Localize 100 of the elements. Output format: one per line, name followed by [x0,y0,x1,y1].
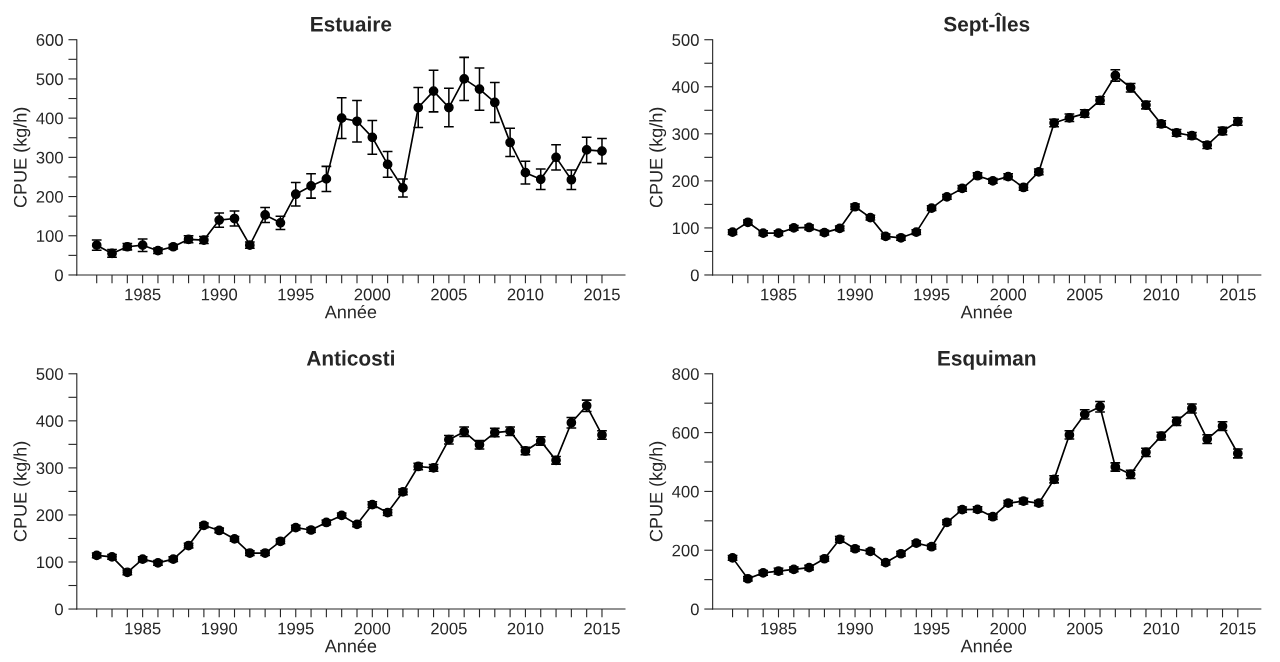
point [153,558,163,568]
point [743,217,753,228]
y-tick-label: 100 [37,230,63,242]
point [290,522,301,533]
x-tick-label: 1985 [761,622,797,635]
point [260,210,270,220]
y-tick-label: 300 [672,128,699,141]
x-tick-label: 2000 [354,288,391,301]
point [535,436,546,446]
x-tick-label: 1985 [125,622,161,635]
point [880,231,891,242]
point [880,557,891,568]
point [896,232,906,243]
x-tick-label: 1985 [125,288,161,301]
point [444,102,454,113]
point [505,137,515,148]
point [1018,182,1029,193]
point [597,146,607,156]
point [474,84,485,94]
point [987,176,998,186]
point [520,446,531,456]
x-tick-label: 1990 [201,622,238,635]
point [306,525,316,535]
y-axis-title: CPUE (kg/h) [13,107,31,208]
point [804,562,814,573]
point [535,174,546,185]
y-tick-label: 0 [54,603,63,616]
y-tick-label: 0 [690,603,699,616]
point [987,511,998,522]
x-tick-label: 2005 [1067,288,1103,301]
point [551,455,561,466]
point [1187,403,1197,414]
x-tick-label: 1990 [837,288,873,301]
point [743,573,753,584]
point [398,183,408,193]
y-tick-label: 100 [672,222,699,235]
y-tick-label: 400 [672,485,699,498]
x-tick-label: 1995 [278,288,314,301]
y-tick-label: 500 [36,368,63,380]
point [336,113,347,124]
x-tick-label: 2015 [1220,622,1256,635]
point [566,174,577,185]
point [306,181,316,191]
point [244,548,255,558]
point [758,568,769,578]
y-tick-label: 200 [672,175,699,188]
x-tick-label: 2005 [431,288,467,301]
point [459,74,470,84]
x-tick-label: 2010 [507,622,544,635]
point [199,520,209,531]
point [290,189,301,200]
point [428,463,439,473]
x-tick-label: 2000 [990,622,1027,635]
y-tick-label: 300 [36,462,63,475]
point [972,170,983,181]
point [352,519,362,530]
y-axis-title: CPUE (kg/h) [649,107,667,208]
point [551,152,561,163]
point [926,541,937,552]
point [260,548,270,558]
x-tick-label: 1995 [914,288,950,301]
point [788,223,799,233]
y-tick-label: 600 [672,427,699,439]
point [352,116,362,127]
y-tick-label: 800 [672,368,699,380]
point [107,551,117,562]
point [321,174,332,184]
point [1125,469,1136,480]
point [382,507,393,518]
y-tick-label: 0 [54,269,63,282]
point [428,86,439,96]
y-tick-label: 400 [36,415,63,428]
x-tick-label: 2010 [1143,622,1180,635]
x-tick-label: 2015 [584,622,620,635]
y-tick-label: 400 [36,112,63,125]
y-axis-title: CPUE (kg/h) [13,441,31,542]
point [972,504,983,515]
x-tick-label: 2015 [1220,288,1256,301]
point [1033,498,1044,509]
y-tick-label: 400 [672,81,699,93]
point [413,102,424,113]
point [581,145,592,155]
y-tick-label: 500 [36,73,63,86]
x-tick-label: 2005 [431,622,467,635]
chart-title: Anticosti [306,350,394,366]
point [865,546,876,557]
point [382,159,393,170]
point [1217,421,1228,431]
x-tick-label: 1995 [278,622,314,635]
x-tick-label: 1995 [914,622,950,635]
point [911,538,922,549]
x-tick-label: 1985 [761,288,797,301]
point [834,534,845,545]
x-tick-label: 2010 [1143,288,1180,301]
y-tick-label: 500 [672,34,699,46]
point [758,228,769,238]
point [957,504,968,515]
point [336,510,347,521]
point [413,461,424,472]
chart-title: Sept-Îles [943,12,1030,36]
